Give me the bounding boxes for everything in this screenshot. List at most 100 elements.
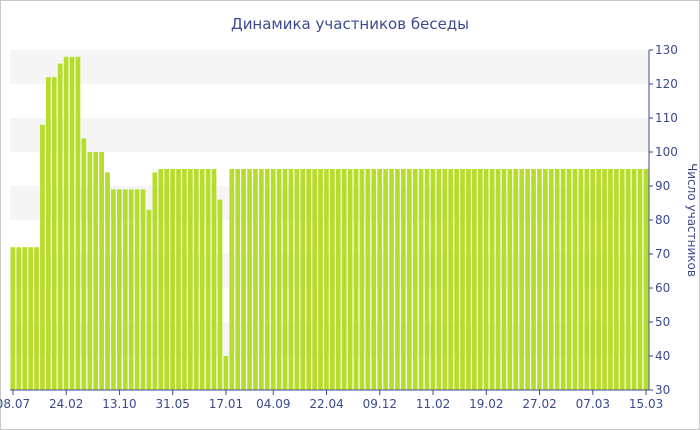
- chart-title: Динамика участников беседы: [231, 15, 469, 33]
- bar: [134, 189, 140, 390]
- bar: [353, 169, 359, 390]
- bar: [578, 169, 584, 390]
- bar: [146, 209, 152, 390]
- bar: [122, 189, 128, 390]
- bar: [188, 169, 193, 390]
- x-tick-label: 07.03: [576, 397, 610, 411]
- bar: [259, 169, 264, 390]
- bar: [211, 169, 217, 390]
- bar: [288, 169, 294, 390]
- bar: [418, 169, 424, 390]
- grid-band: [10, 118, 649, 152]
- x-tick-label: 15.03: [629, 397, 663, 411]
- bar: [10, 247, 16, 390]
- bar: [158, 169, 164, 390]
- bar: [270, 169, 276, 390]
- bar: [495, 169, 501, 390]
- bar: [625, 169, 631, 390]
- bar: [619, 169, 625, 390]
- bar: [57, 63, 63, 390]
- x-tick-label: 11.02: [416, 397, 450, 411]
- bar: [87, 152, 93, 390]
- x-tick-label: 09.12: [363, 397, 397, 411]
- bar: [229, 169, 235, 390]
- bar: [69, 56, 75, 391]
- bar: [152, 172, 158, 390]
- bar: [276, 169, 282, 390]
- y-tick-label: 70: [655, 247, 670, 261]
- bar: [548, 169, 554, 390]
- bar: [164, 169, 170, 390]
- bar: [28, 247, 33, 390]
- bar: [614, 169, 619, 390]
- x-tick-label: 19.02: [469, 397, 503, 411]
- x-tick-label: 13.10: [102, 397, 136, 411]
- bar: [253, 169, 258, 390]
- bar: [466, 169, 471, 390]
- y-tick-label: 120: [655, 77, 678, 91]
- bar: [525, 169, 530, 390]
- bar: [22, 247, 28, 390]
- bar: [199, 169, 205, 390]
- bar: [507, 169, 513, 390]
- bar: [264, 169, 270, 390]
- bar: [34, 247, 39, 390]
- grid-band: [10, 322, 649, 356]
- x-ticks: 08.07 24.02 13.10 31.05 17.01 04.09 22.04 09.12…: [0, 390, 663, 411]
- bar: [111, 189, 116, 390]
- bar: [501, 169, 507, 390]
- bar: [472, 169, 477, 390]
- bar: [306, 169, 312, 390]
- bar: [477, 169, 483, 390]
- bar: [335, 169, 341, 390]
- bar: [324, 169, 329, 390]
- x-tick-label: 31.05: [156, 397, 190, 411]
- bar: [608, 169, 613, 390]
- y-tick-label: 40: [655, 349, 670, 363]
- bar: [513, 169, 519, 390]
- bar: [217, 199, 223, 390]
- grid-band: [10, 186, 649, 220]
- bar: [424, 169, 430, 390]
- grid-band: [10, 254, 649, 288]
- bar: [318, 169, 323, 390]
- bar: [193, 169, 199, 390]
- bar: [51, 77, 57, 390]
- x-tick-label: 22.04: [309, 397, 343, 411]
- bar: [347, 169, 353, 390]
- bar: [63, 56, 69, 391]
- bar: [412, 169, 418, 390]
- y-axis-label: Число участников: [685, 163, 699, 277]
- bar: [241, 169, 246, 390]
- bar: [359, 169, 365, 390]
- bar: [176, 169, 181, 390]
- bar: [341, 169, 347, 390]
- bar: [584, 169, 590, 390]
- bar: [223, 356, 229, 390]
- bar: [377, 169, 383, 390]
- bar: [235, 169, 241, 390]
- bar: [93, 152, 99, 390]
- y-tick-label: 80: [655, 213, 670, 227]
- bar: [401, 169, 406, 390]
- bar: [383, 169, 388, 390]
- bar: [312, 169, 317, 390]
- y-tick-label: 130: [655, 43, 678, 57]
- bar: [205, 169, 211, 390]
- x-tick-label: 17.01: [209, 397, 243, 411]
- bar: [531, 169, 536, 390]
- bar: [170, 169, 175, 390]
- y-tick-label: 60: [655, 281, 670, 295]
- bar: [537, 169, 542, 390]
- y-tick-label: 50: [655, 315, 670, 329]
- bar: [560, 169, 566, 390]
- bar: [395, 169, 400, 390]
- y-tick-label: 100: [655, 145, 678, 159]
- bar: [247, 169, 252, 390]
- bar: [128, 189, 134, 390]
- bar: [300, 169, 306, 390]
- bar: [294, 169, 300, 390]
- bar: [442, 169, 448, 390]
- bar: [602, 169, 607, 390]
- x-tick-label: 08.07: [0, 397, 30, 411]
